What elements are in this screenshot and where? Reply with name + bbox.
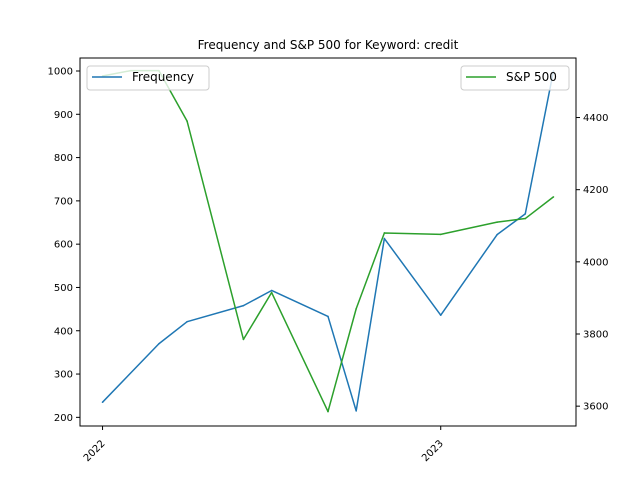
data-point-sp500 (383, 232, 386, 234)
legend-frequency-label: Frequency (132, 70, 194, 84)
y-left-tick-label: 300 (54, 370, 73, 381)
data-point-sp500 (552, 196, 555, 198)
y-right-tick-label: 3800 (583, 330, 608, 341)
data-point-frequency (186, 320, 188, 323)
y-left-tick-label: 500 (54, 283, 73, 294)
data-point-sp500 (439, 233, 442, 236)
y-left-tick-label: 700 (54, 196, 73, 207)
y-left-tick-label: 600 (54, 240, 73, 251)
data-point-frequency (496, 233, 498, 236)
legend-sp500: S&P 500 (460, 65, 570, 91)
data-point-frequency (242, 304, 245, 307)
legend-sp500-label: S&P 500 (506, 70, 557, 84)
y-left-tick-label: 900 (54, 110, 73, 121)
y-right-tick-label: 4000 (583, 257, 608, 268)
y-left-tick-label: 200 (54, 413, 73, 424)
data-point-sp500 (327, 410, 329, 413)
legend-frequency: Frequency (86, 65, 210, 91)
chart-title: Frequency and S&P 500 for Keyword: credi… (198, 38, 459, 52)
data-point-frequency (327, 315, 329, 318)
data-point-frequency (439, 314, 442, 316)
data-point-frequency (270, 289, 273, 292)
data-point-frequency (524, 213, 527, 215)
legend-frequency-box (86, 65, 210, 91)
data-point-sp500 (496, 221, 498, 223)
y-left-tick-label: 800 (54, 153, 73, 164)
y-right-tick-label: 4400 (583, 113, 608, 124)
legend-sp500-box (460, 65, 570, 91)
series-line-frequency (102, 70, 555, 412)
data-point-sp500 (186, 120, 188, 122)
y-right-tick-label: 3600 (583, 402, 608, 413)
data-point-sp500 (524, 217, 527, 220)
data-point-sp500 (270, 291, 273, 294)
data-point-frequency (158, 342, 160, 345)
y-left-tick-label: 400 (54, 326, 73, 337)
data-point-frequency (355, 410, 357, 412)
data-point-frequency (383, 237, 386, 240)
y-left-tick-label: 1000 (48, 66, 73, 77)
y-right-tick-label: 4200 (583, 185, 608, 196)
data-point-sp500 (242, 338, 245, 341)
data-point-frequency (101, 401, 104, 403)
plot-frame (79, 57, 577, 427)
data-point-sp500 (355, 307, 357, 310)
